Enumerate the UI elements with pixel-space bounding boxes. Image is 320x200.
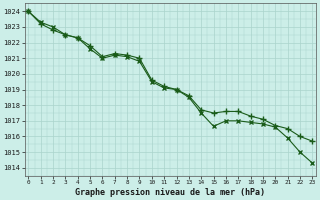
X-axis label: Graphe pression niveau de la mer (hPa): Graphe pression niveau de la mer (hPa)	[75, 188, 265, 197]
